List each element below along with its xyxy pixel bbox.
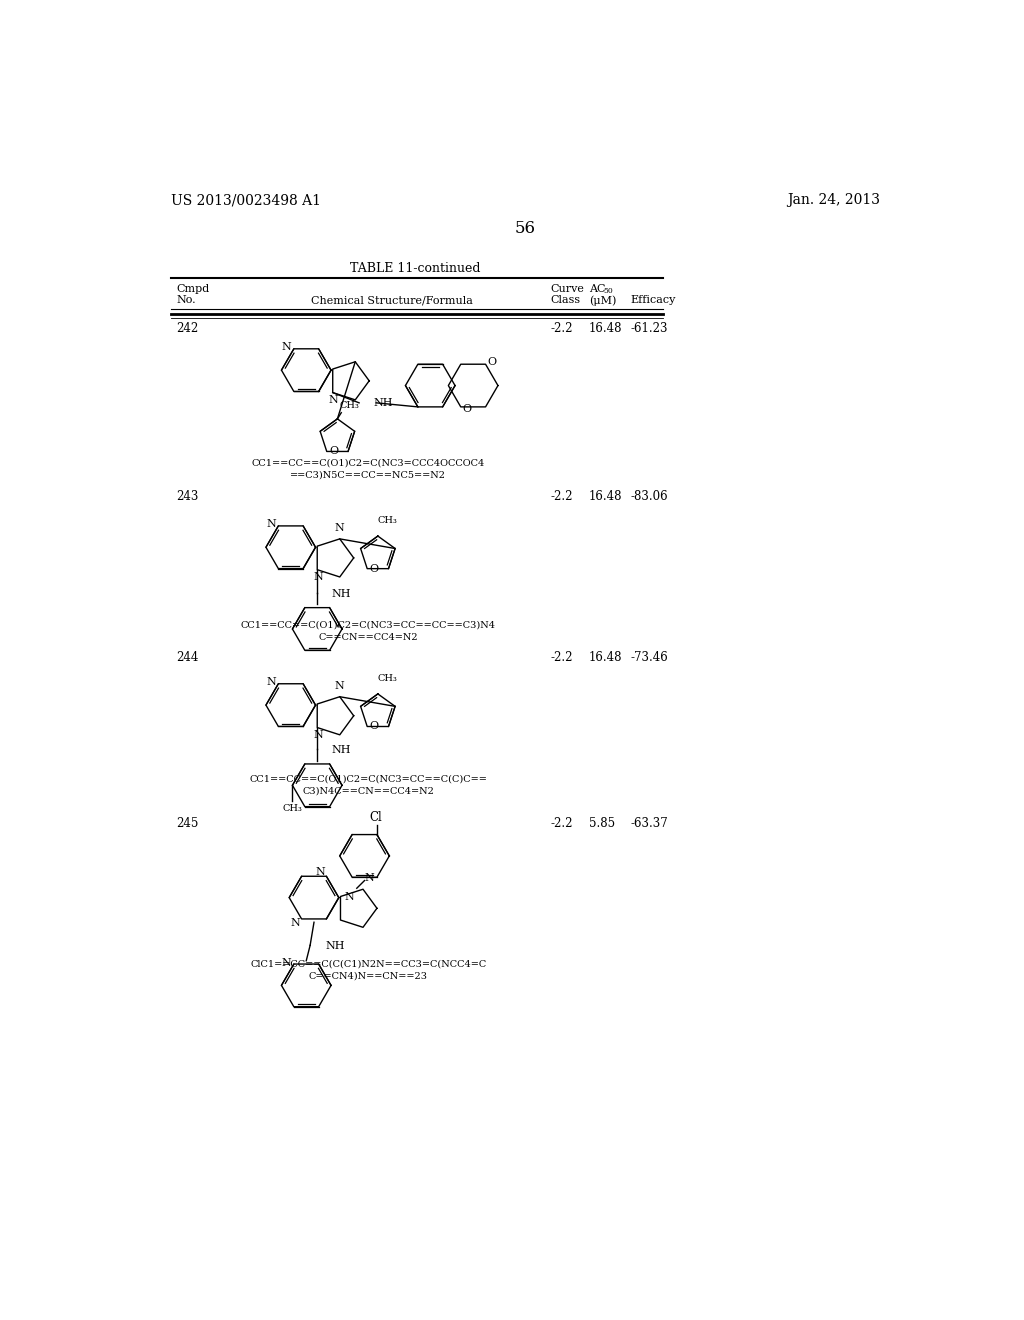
Text: N: N [313,572,323,582]
Text: N: N [313,730,323,739]
Text: Cmpd: Cmpd [176,284,209,294]
Text: ==C3)N5C==CC==NC5==N2: ==C3)N5C==CC==NC5==N2 [290,471,446,480]
Text: -2.2: -2.2 [550,490,572,503]
Text: N: N [335,681,345,690]
Text: CC1==CC==C(O1)C2=C(NC3=CC==CC==C3)N4: CC1==CC==C(O1)C2=C(NC3=CC==CC==C3)N4 [241,620,496,630]
Text: US 2013/0023498 A1: US 2013/0023498 A1 [171,193,321,207]
Text: O: O [487,356,497,367]
Text: O: O [370,564,379,574]
Text: -2.2: -2.2 [550,322,572,335]
Text: -2.2: -2.2 [550,817,572,830]
Text: 16.48: 16.48 [589,490,623,503]
Text: 5.85: 5.85 [589,817,615,830]
Text: Chemical Structure/Formula: Chemical Structure/Formula [310,296,472,305]
Text: TABLE 11-continued: TABLE 11-continued [349,263,480,276]
Text: 244: 244 [176,651,199,664]
Text: N: N [335,523,345,533]
Text: C==CN==CC4=N2: C==CN==CC4=N2 [318,632,418,642]
Text: N: N [282,957,292,968]
Text: Class: Class [550,296,581,305]
Text: -61.23: -61.23 [630,322,668,335]
Text: No.: No. [176,296,196,305]
Text: CH₃: CH₃ [378,516,397,525]
Text: ClC1==CC==C(C(C1)N2N==CC3=C(NCC4=C: ClC1==CC==C(C(C1)N2N==CC3=C(NCC4=C [250,960,486,968]
Text: N: N [344,891,354,902]
Text: Curve: Curve [550,284,585,294]
Text: Jan. 24, 2013: Jan. 24, 2013 [786,193,880,207]
Text: N: N [266,519,276,529]
Text: 56: 56 [514,220,536,238]
Text: CH₃: CH₃ [378,675,397,684]
Text: 16.48: 16.48 [589,651,623,664]
Text: N: N [329,395,338,405]
Text: N: N [315,867,325,878]
Text: 16.48: 16.48 [589,322,623,335]
Text: 245: 245 [176,817,199,830]
Text: N: N [290,917,300,928]
Text: -73.46: -73.46 [630,651,668,664]
Text: CC1==CC==C(O1)C2=C(NC3=CC==C(C)C==: CC1==CC==C(O1)C2=C(NC3=CC==C(C)C== [249,775,487,783]
Text: 243: 243 [176,490,199,503]
Text: NH: NH [331,746,350,755]
Text: -63.37: -63.37 [630,817,668,830]
Text: 50: 50 [604,286,613,294]
Text: (μM): (μM) [589,296,616,306]
Text: O: O [462,404,471,414]
Text: O: O [329,446,338,457]
Text: N: N [266,677,276,688]
Text: NH: NH [331,589,350,599]
Text: Cl: Cl [369,810,382,824]
Text: CC1==CC==C(O1)C2=C(NC3=CCC4OCCOC4: CC1==CC==C(O1)C2=C(NC3=CCC4OCCOC4 [252,459,485,467]
Text: AC: AC [589,284,605,294]
Text: CH₃: CH₃ [340,400,359,409]
Text: -83.06: -83.06 [630,490,668,503]
Text: O: O [370,722,379,731]
Text: NH: NH [326,941,345,952]
Text: CH₃: CH₃ [283,804,302,813]
Text: 242: 242 [176,322,199,335]
Text: Efficacy: Efficacy [630,296,676,305]
Text: C==CN4)N==CN==23: C==CN4)N==CN==23 [309,972,428,981]
Text: -2.2: -2.2 [550,651,572,664]
Text: C3)N4C==CN==CC4=N2: C3)N4C==CN==CC4=N2 [302,787,434,796]
Text: N: N [282,342,292,352]
Text: N: N [365,873,375,883]
Text: NH: NH [373,397,392,408]
